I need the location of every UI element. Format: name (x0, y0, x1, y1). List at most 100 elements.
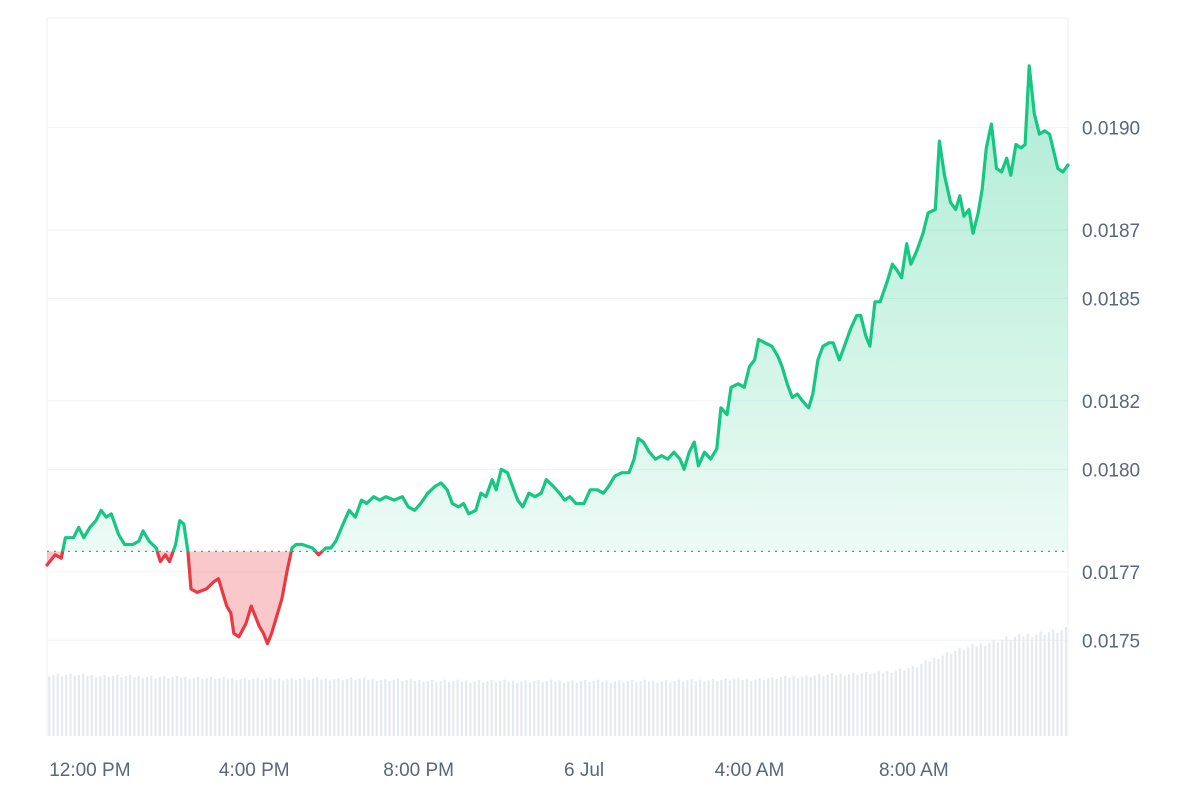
volume-bar (911, 665, 914, 736)
volume-bar (90, 674, 93, 736)
volume-bar (396, 678, 400, 736)
volume-bar (1052, 629, 1055, 736)
volume-bar (248, 680, 251, 736)
volume-bar (401, 680, 404, 736)
volume-bar (269, 677, 272, 736)
x-tick-label: 8:00 PM (383, 760, 454, 781)
area-layer (47, 65, 1068, 644)
volume-bar (201, 679, 204, 736)
volume-bar (256, 677, 259, 736)
volume-bar (626, 681, 629, 736)
volume-bar (647, 681, 651, 736)
volume-bar (277, 678, 281, 736)
volume-bar (588, 682, 591, 736)
volume-bar (111, 675, 115, 736)
volume-bar (792, 676, 795, 736)
volume-bar (894, 670, 897, 736)
volume-bar (592, 680, 595, 736)
volume-bar (877, 670, 880, 736)
volume-bar (384, 678, 387, 736)
volume-bar (184, 676, 187, 736)
volume-bar (290, 678, 293, 736)
volume-bar (971, 644, 974, 736)
volume-bar (1064, 626, 1068, 736)
volume-bar (150, 675, 153, 736)
volume-bar (554, 681, 557, 736)
volume-bar (639, 680, 642, 736)
volume-bar (673, 680, 676, 736)
volume-bar (145, 677, 149, 736)
volume-bar (116, 674, 119, 736)
volume-bar (805, 675, 808, 736)
volume-bar (137, 675, 140, 736)
area-below-baseline (47, 551, 1068, 644)
volume-bar (928, 661, 931, 736)
volume-bar (371, 678, 374, 736)
volume-bar (99, 676, 102, 736)
volume-bar (77, 674, 81, 736)
volume-bar (988, 642, 991, 736)
volume-bar (596, 679, 600, 736)
volume-bar (533, 681, 536, 736)
volume-bar (60, 676, 64, 736)
volume-bar (681, 681, 685, 736)
volume-bar (456, 679, 459, 736)
volume-bar (511, 680, 515, 736)
price-line-down (45, 551, 325, 646)
volume-bar (839, 673, 842, 736)
volume-bar (388, 680, 391, 736)
volume-bar (843, 675, 846, 736)
volume-bar (345, 678, 349, 736)
volume-bar (503, 679, 506, 736)
volume-bar (1013, 636, 1017, 736)
volume-bar (962, 650, 965, 736)
volume-bar (486, 681, 489, 736)
volume-bar (516, 682, 519, 736)
volume-bar (630, 679, 634, 736)
volume-bar (1018, 633, 1021, 736)
volume-bar (562, 682, 566, 736)
volume-bar (660, 681, 663, 736)
volume-bar (422, 681, 425, 736)
volume-bar (652, 680, 655, 736)
volume-bar (316, 677, 319, 736)
volume-bar (418, 679, 421, 736)
volume-bar (903, 670, 906, 736)
volume-bar (469, 682, 472, 736)
volume-bar (524, 680, 527, 736)
volume-bar (690, 678, 693, 736)
volume-bar (86, 676, 89, 736)
volume-bar (1060, 629, 1063, 736)
volume-bar (328, 680, 332, 736)
y-tick-label: 0.0190 (1082, 118, 1140, 139)
volume-bar (477, 680, 480, 736)
volume-bar (622, 682, 625, 736)
volume-bar (575, 682, 578, 736)
volume-bar (558, 680, 561, 736)
volume-bar (1026, 633, 1029, 736)
volume-bar (656, 682, 659, 736)
volume-bar (716, 681, 719, 736)
volume-bar (307, 679, 310, 736)
volume-bar (932, 657, 936, 736)
x-tick-label: 12:00 PM (49, 760, 130, 781)
volume-bar (103, 674, 106, 736)
volume-bar (796, 678, 800, 736)
volume-bar (856, 674, 859, 736)
volume-bar (192, 678, 195, 736)
volume-bar (162, 675, 166, 736)
volume-bar (707, 680, 710, 736)
volume-bar (979, 643, 982, 736)
volume-bar (775, 678, 778, 736)
volume-bar (294, 680, 298, 736)
volume-bar (1005, 636, 1008, 736)
volume-bar (967, 647, 970, 736)
volume-bar (643, 679, 646, 736)
volume-bar (579, 681, 583, 736)
volume-bar (609, 682, 612, 736)
volume-bar (677, 679, 680, 736)
volume-bar (350, 677, 353, 736)
line-layer (45, 64, 1070, 646)
volume-bar (362, 677, 366, 736)
